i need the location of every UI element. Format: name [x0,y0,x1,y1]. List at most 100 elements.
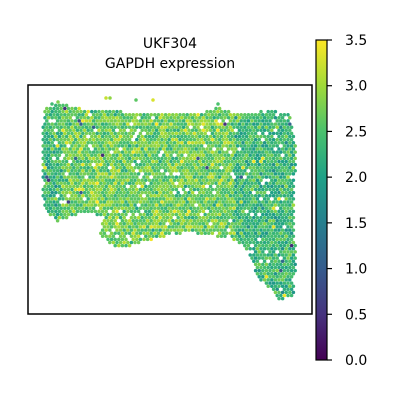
spot [52,125,56,129]
spot [45,106,49,111]
spot [172,197,177,201]
spot [257,268,261,273]
spot [73,194,78,198]
spot [291,271,296,276]
spot [163,112,168,117]
spot [126,172,130,176]
spot [115,178,119,182]
spot [100,197,105,201]
spot [100,147,105,151]
spot [244,228,249,232]
spot [237,222,242,226]
spot [41,150,45,154]
spot [55,212,60,217]
spot [208,153,213,157]
spot [43,159,47,164]
spot [270,134,274,139]
spot [133,153,137,157]
spot [111,240,116,245]
spot [266,128,270,133]
spot [68,190,72,195]
spot [201,165,206,170]
spot [235,200,240,204]
spot [122,178,126,182]
spot [230,116,234,120]
spot [248,203,252,207]
spot [102,212,107,217]
spot [64,203,69,207]
spot [158,203,162,207]
spot [190,141,195,145]
spot [286,200,290,204]
spot [54,159,58,164]
spot [219,172,224,176]
spot [270,234,274,239]
spot [225,231,229,235]
spot [203,231,207,235]
spot [158,215,162,220]
spot [163,131,168,136]
spot [207,231,211,235]
spot [151,184,155,189]
spot [264,275,269,279]
spot [118,165,123,170]
spot [288,203,292,207]
spot [108,172,112,176]
spot [268,187,272,192]
spot [167,231,171,235]
spot [277,190,281,195]
spot [273,253,278,257]
spot [203,137,207,142]
spot [122,215,126,220]
spot [68,134,72,139]
spot [118,109,123,114]
spot [248,222,252,226]
spot [46,122,51,126]
spot [95,169,99,173]
spot [291,134,296,139]
spot [217,137,222,142]
spot [201,197,206,201]
spot [270,172,274,176]
spot [284,234,288,239]
spot [280,172,285,176]
spot [279,218,283,223]
spot [275,218,279,223]
spot [252,247,256,251]
spot [77,187,81,192]
spot [50,153,54,157]
spot [268,256,272,260]
spot [196,212,200,217]
spot [102,131,107,136]
spot [183,197,188,201]
spot [282,175,287,179]
spot [64,147,69,151]
spot [93,147,98,151]
spot [59,119,63,123]
spot [100,134,105,139]
spot [252,228,256,232]
spot [190,178,195,182]
spot [144,178,148,182]
spot [90,134,94,139]
spot [66,206,71,210]
spot [252,153,256,157]
spot [50,165,54,170]
spot [109,218,114,223]
spot [212,178,216,182]
spot [129,172,134,176]
spot [226,184,231,189]
spot [66,125,71,129]
spot [261,169,265,173]
spot [55,206,60,210]
spot [84,194,89,198]
spot [255,253,260,257]
spot [104,184,108,189]
spot [113,200,117,204]
spot [268,137,272,142]
spot [109,225,114,229]
spot [160,175,164,179]
spot [124,169,128,173]
spot [45,131,49,136]
spot [216,234,220,239]
